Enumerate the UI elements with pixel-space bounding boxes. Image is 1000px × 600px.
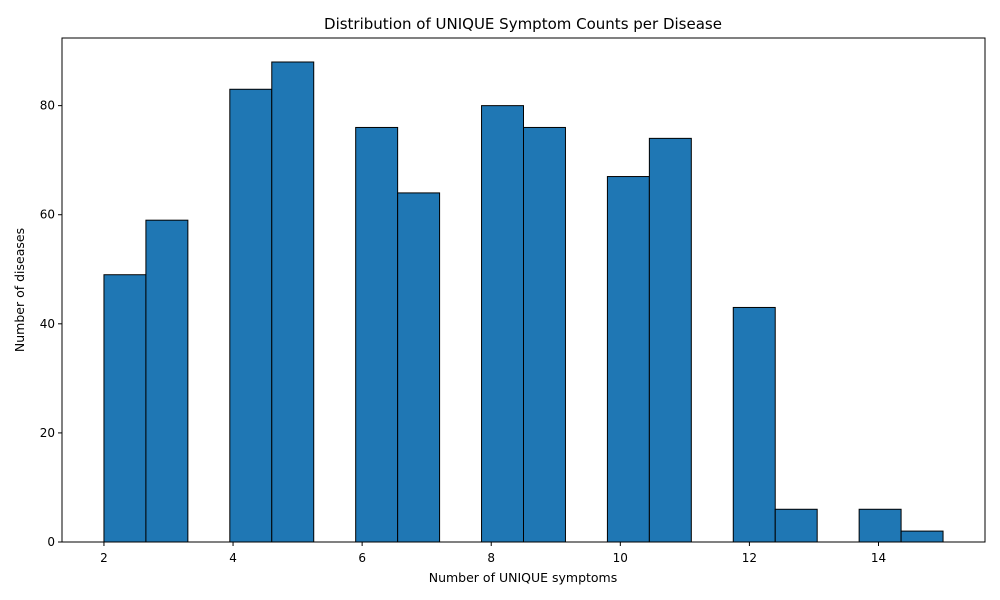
y-tick-label: 40 [40,317,55,331]
bar [732,306,776,543]
bar [900,530,944,543]
plot-frame [61,37,986,543]
x-tick-label: 2 [100,551,108,565]
bar [271,61,315,543]
bar [355,126,399,543]
bar [523,126,566,543]
y-tick-label: 60 [40,208,55,222]
bar [648,137,692,543]
x-tick-label: 10 [613,551,628,565]
chart-title: Distribution of UNIQUE Symptom Counts pe… [324,15,722,33]
x-tick-label: 12 [742,551,757,565]
bar [103,274,147,543]
x-axis-label: Number of UNIQUE symptoms [429,570,618,585]
bar [481,105,524,543]
bar [229,88,273,543]
bar [858,508,902,543]
bar [774,508,818,543]
y-tick-label: 0 [47,535,55,549]
y-tick-label: 80 [40,99,55,113]
bar [397,192,441,543]
x-tick-label: 4 [229,551,237,565]
y-axis-label: Number of diseases [12,228,27,352]
x-tick-label: 6 [358,551,366,565]
x-tick-label: 8 [487,551,495,565]
y-tick-label: 20 [40,426,55,440]
x-tick-label: 14 [871,551,886,565]
bar [606,176,650,543]
bar [145,219,189,543]
